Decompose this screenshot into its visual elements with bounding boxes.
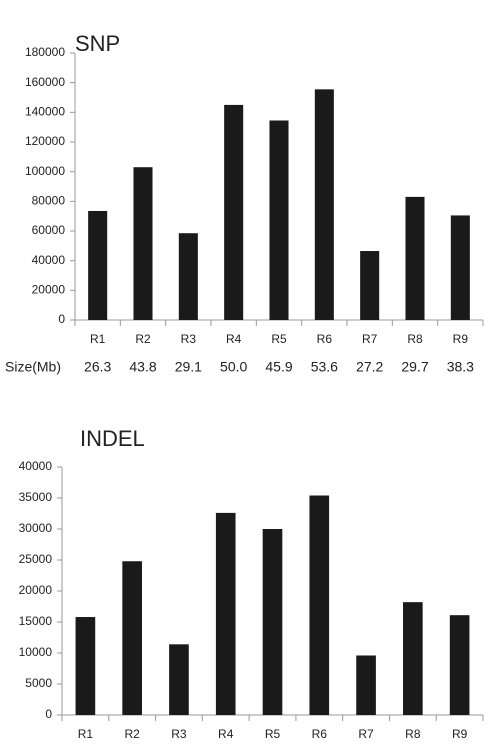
size-value: 29.7	[401, 359, 428, 375]
x-tick-label: R6	[312, 727, 328, 741]
size-value: 27.2	[356, 359, 383, 375]
y-tick-label: 100000	[25, 164, 65, 178]
size-value: 26.3	[84, 359, 111, 375]
bar	[405, 196, 425, 320]
x-tick-label: R9	[453, 332, 469, 346]
bar	[356, 655, 376, 715]
y-tick-label: 20000	[19, 583, 53, 597]
x-tick-label: R1	[90, 332, 106, 346]
bar	[224, 104, 244, 321]
y-tick-label: 30000	[19, 521, 53, 535]
y-tick-label: 35000	[19, 490, 53, 504]
bar	[269, 120, 289, 320]
y-tick-label: 80000	[32, 194, 66, 208]
size-value: 43.8	[129, 359, 156, 375]
chart-title: SNP	[75, 31, 120, 56]
y-tick-label: 40000	[32, 253, 66, 267]
x-tick-label: R8	[405, 727, 421, 741]
x-tick-label: R2	[124, 727, 140, 741]
bar	[450, 215, 470, 320]
y-tick-label: 140000	[25, 105, 65, 119]
bar	[262, 529, 283, 715]
x-tick-label: R5	[265, 727, 281, 741]
y-tick-label: 0	[58, 312, 65, 326]
x-tick-label: R6	[317, 332, 333, 346]
size-value: 50.0	[220, 359, 247, 375]
x-tick-label: R2	[135, 332, 151, 346]
y-tick-label: 120000	[25, 134, 65, 148]
y-tick-label: 25000	[19, 552, 53, 566]
bar	[178, 233, 198, 320]
x-tick-label: R3	[171, 727, 187, 741]
size-value: 29.1	[175, 359, 202, 375]
x-tick-label: R4	[218, 727, 234, 741]
bar	[309, 495, 330, 715]
bar	[122, 561, 142, 715]
x-tick-label: R4	[226, 332, 242, 346]
x-tick-label: R7	[362, 332, 378, 346]
bar	[88, 210, 108, 320]
y-tick-label: 5000	[25, 676, 52, 690]
y-tick-label: 60000	[32, 223, 66, 237]
size-label: Size(Mb)	[5, 359, 61, 375]
y-tick-label: 160000	[25, 75, 65, 89]
bar	[169, 644, 189, 715]
bar	[360, 251, 380, 320]
x-tick-label: R3	[181, 332, 197, 346]
y-tick-label: 15000	[19, 614, 53, 628]
x-tick-label: R1	[78, 727, 94, 741]
size-value: 38.3	[447, 359, 474, 375]
bar	[449, 615, 470, 715]
x-tick-label: R5	[271, 332, 287, 346]
bar	[75, 617, 96, 715]
x-tick-label: R9	[452, 727, 468, 741]
bar	[314, 89, 334, 320]
size-value: 53.6	[311, 359, 338, 375]
bar	[215, 512, 236, 715]
y-tick-label: 0	[45, 707, 52, 721]
size-value: 45.9	[265, 359, 292, 375]
x-tick-label: R8	[407, 332, 423, 346]
x-tick-label: R7	[358, 727, 374, 741]
y-tick-label: 20000	[32, 283, 66, 297]
y-tick-label: 10000	[19, 645, 53, 659]
chart-title: INDEL	[80, 426, 145, 451]
bar	[403, 602, 423, 715]
bar	[133, 167, 153, 320]
y-tick-label: 40000	[19, 459, 53, 473]
y-tick-label: 180000	[25, 45, 65, 59]
